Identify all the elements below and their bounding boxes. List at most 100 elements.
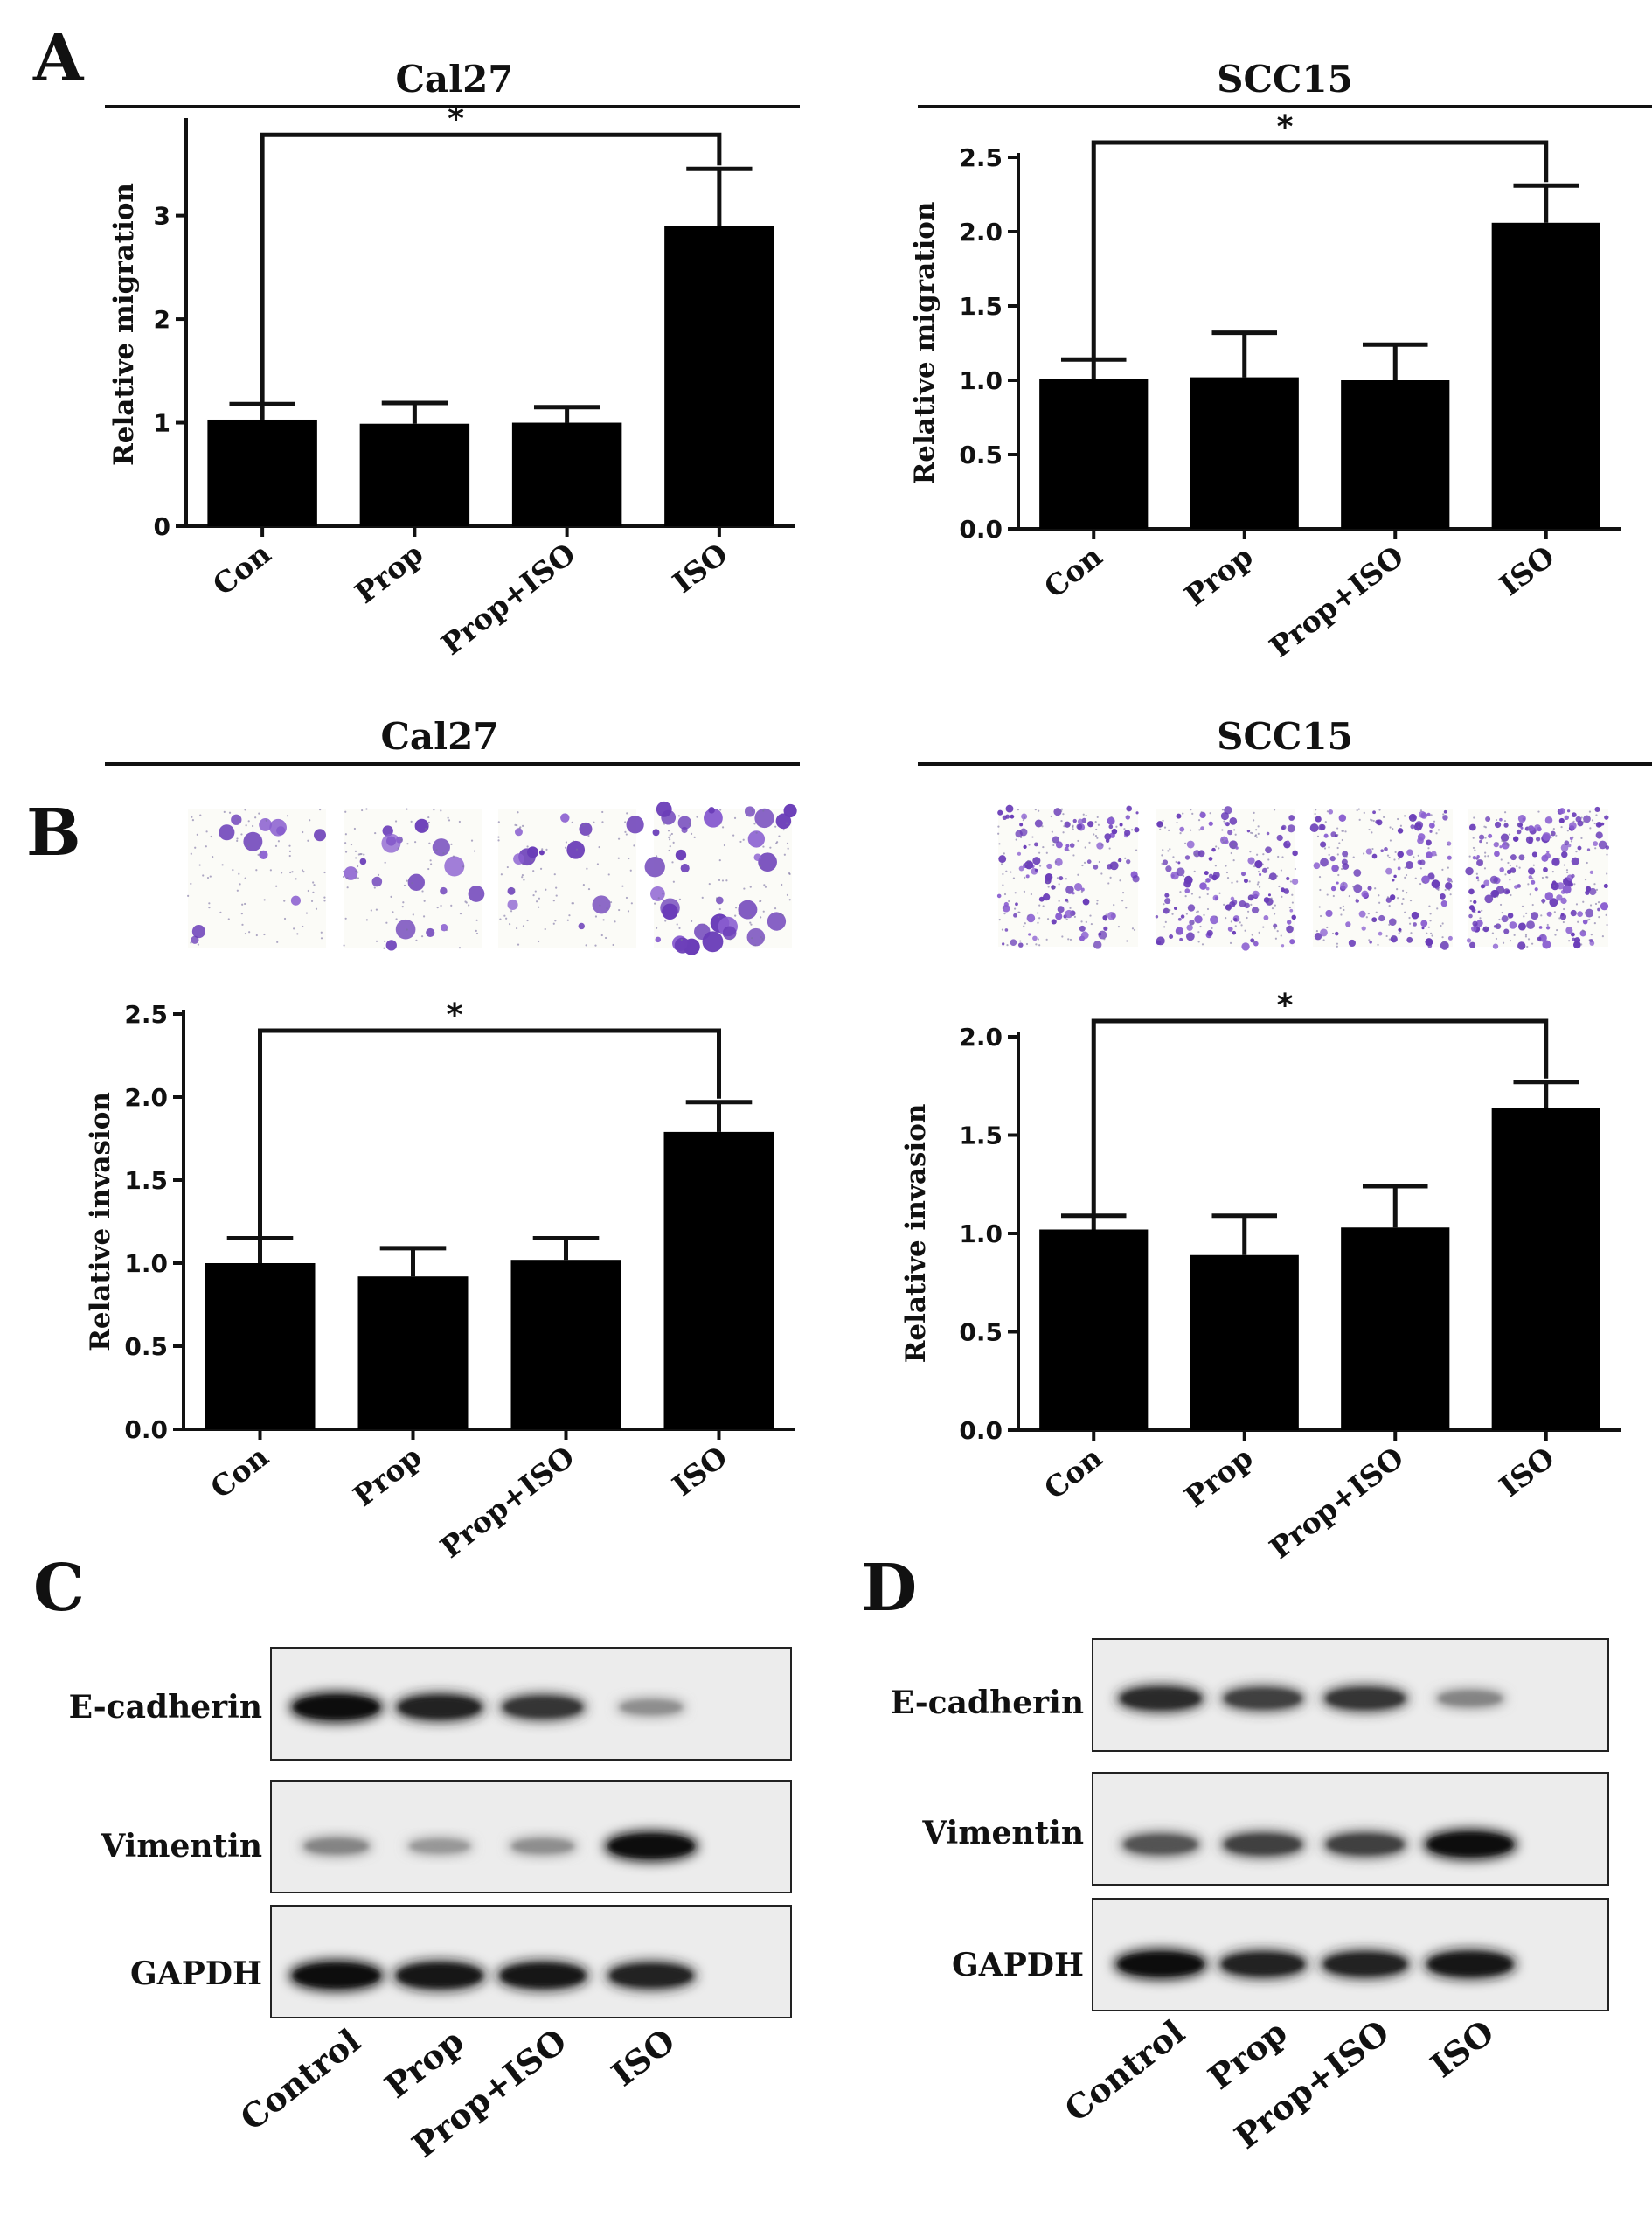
- membrane-pore: [1131, 927, 1135, 930]
- membrane-pore: [750, 923, 753, 926]
- stained-cell: [1247, 894, 1254, 901]
- stained-cell: [998, 855, 1007, 864]
- membrane-pore: [1288, 929, 1292, 932]
- membrane-pore: [662, 893, 664, 895]
- membrane-pore: [1378, 894, 1380, 897]
- category-label: Prop+ISO: [1263, 539, 1410, 664]
- membrane-pore: [1404, 866, 1406, 869]
- stained-cell: [1527, 825, 1535, 832]
- stained-cell: [1079, 925, 1086, 932]
- stained-cell: [1010, 939, 1017, 946]
- membrane-pore: [1510, 893, 1512, 897]
- stained-cell: [1072, 818, 1077, 823]
- membrane-pore: [1163, 903, 1165, 906]
- stained-cell: [1419, 810, 1426, 818]
- membrane-pore: [430, 863, 433, 865]
- membrane-pore: [1518, 866, 1521, 869]
- stained-cell: [1571, 873, 1575, 879]
- category-label: ISO: [666, 537, 734, 601]
- membrane-pore: [545, 888, 547, 891]
- stained-cell: [1175, 927, 1183, 935]
- membrane-pore: [1586, 861, 1588, 865]
- membrane-pore: [1409, 940, 1412, 942]
- stained-cell: [1210, 915, 1218, 925]
- membrane-pore: [553, 873, 556, 876]
- membrane-pore: [1331, 932, 1335, 935]
- membrane-pore: [763, 884, 766, 886]
- stained-cell: [1499, 817, 1503, 822]
- membrane-pore: [688, 823, 691, 825]
- category-label: Prop: [1178, 1441, 1260, 1514]
- membrane-pore: [1249, 851, 1252, 853]
- stained-cell: [1289, 908, 1294, 913]
- membrane-pore: [677, 815, 680, 817]
- stained-cell: [1361, 890, 1369, 898]
- membrane-pore: [1371, 819, 1373, 822]
- stained-cell: [395, 919, 416, 940]
- membrane-pore: [291, 871, 294, 873]
- protein-label: Vimentin: [100, 1828, 262, 1865]
- membrane-pore: [410, 820, 413, 823]
- membrane-pore: [1257, 832, 1260, 835]
- stained-cell: [1585, 908, 1594, 918]
- membrane-pore: [365, 808, 368, 810]
- membrane-pore: [1566, 871, 1569, 874]
- membrane-pore: [1268, 900, 1271, 904]
- membrane-pore: [1588, 918, 1591, 921]
- membrane-pore: [1386, 896, 1389, 899]
- stained-cell: [513, 853, 524, 865]
- membrane-pore: [1083, 861, 1086, 864]
- stained-cell: [1499, 867, 1504, 872]
- stained-cell: [1557, 882, 1565, 890]
- micrograph-scc15-1: [996, 804, 1140, 949]
- membrane-pore: [1057, 808, 1059, 811]
- stained-cell: [1004, 928, 1009, 932]
- membrane-pore: [1267, 866, 1269, 870]
- stained-cell: [996, 893, 1002, 899]
- membrane-pore: [552, 922, 555, 925]
- micrograph-cal27-1: [187, 809, 326, 948]
- stained-cell: [1156, 936, 1165, 946]
- membrane-pore: [1179, 891, 1182, 893]
- membrane-pore: [1414, 877, 1417, 879]
- membrane-pore: [541, 848, 544, 851]
- membrane-pore: [1594, 847, 1597, 850]
- membrane-pore: [1234, 925, 1237, 927]
- stained-cell: [1126, 859, 1131, 865]
- membrane-pore: [1096, 900, 1099, 902]
- membrane-pore: [1374, 887, 1377, 890]
- stained-cell: [1603, 883, 1608, 889]
- stained-cell: [1510, 867, 1517, 873]
- significance-bracket: [1091, 1018, 1549, 1216]
- membrane-pore: [309, 819, 311, 822]
- stained-cell: [1510, 854, 1517, 861]
- membrane-pore: [721, 826, 725, 829]
- stained-cell: [1473, 900, 1477, 905]
- membrane-pore: [1595, 888, 1599, 892]
- membrane-pore: [255, 934, 258, 937]
- membrane-pore: [783, 853, 786, 856]
- stained-cell: [1512, 836, 1519, 842]
- membrane-pore: [1175, 860, 1177, 864]
- stained-cell: [1184, 888, 1190, 893]
- blot-band: [511, 1839, 574, 1853]
- membrane-pore: [749, 921, 752, 924]
- stained-cell: [1235, 846, 1239, 850]
- membrane-pore: [1318, 906, 1321, 908]
- membrane-pore: [1419, 882, 1422, 886]
- membrane-pore: [1197, 941, 1200, 943]
- membrane-pore: [1324, 821, 1327, 823]
- membrane-pore: [1404, 876, 1406, 879]
- membrane-pore: [384, 940, 386, 942]
- lane-label: ISO: [604, 2021, 682, 2094]
- membrane-pore: [1177, 931, 1179, 934]
- blot-band: [620, 1700, 683, 1714]
- membrane-pore: [1342, 905, 1344, 907]
- stained-cell: [1055, 841, 1063, 849]
- membrane-pore: [1257, 871, 1260, 873]
- stained-cell: [1426, 812, 1431, 817]
- membrane-pore: [1555, 834, 1558, 837]
- stained-cell: [1388, 918, 1397, 927]
- blot-band: [294, 1696, 379, 1719]
- stained-cell: [1024, 860, 1034, 870]
